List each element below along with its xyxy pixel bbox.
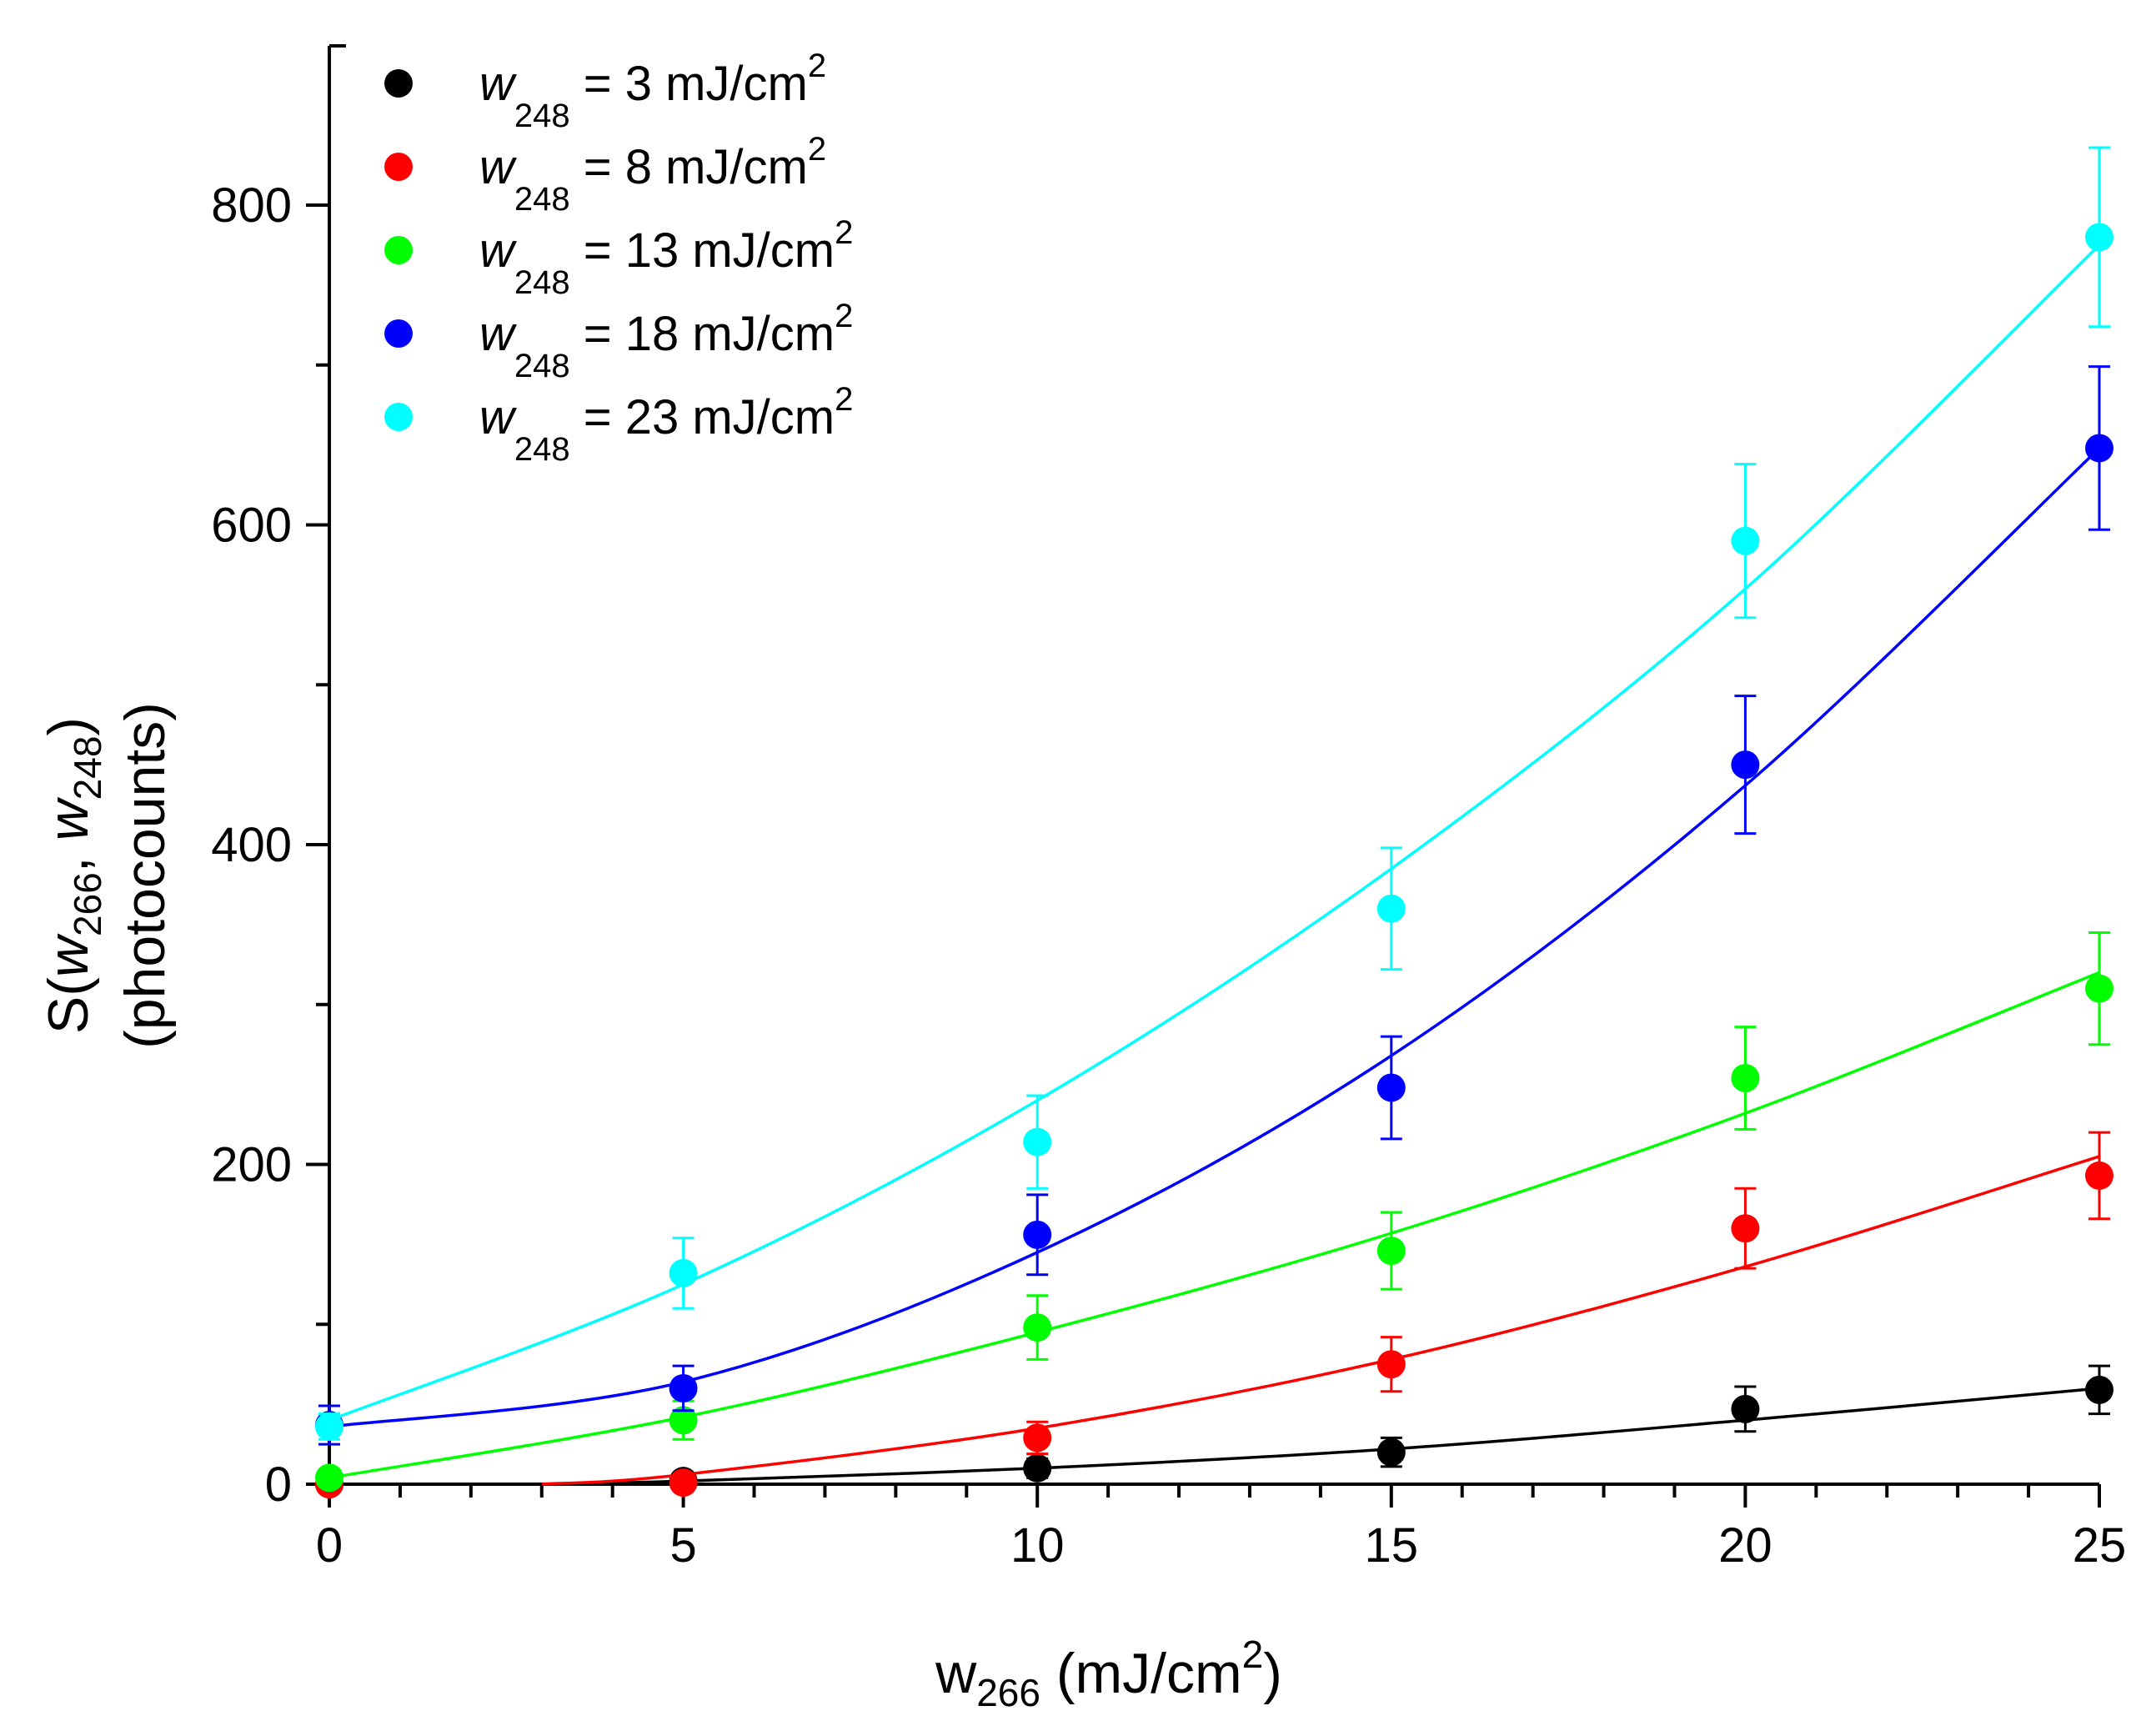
data-point [1731, 1214, 1760, 1243]
x-tick-label: 10 [1010, 1518, 1065, 1573]
x-tick-label: 15 [1365, 1518, 1419, 1573]
data-point [2085, 1161, 2113, 1190]
data-point [669, 1258, 698, 1287]
data-point [1376, 1237, 1406, 1266]
data-point [2085, 974, 2113, 1003]
fit-curve [328, 971, 2100, 1480]
data-point [1731, 1063, 1760, 1092]
data-point [1023, 1313, 1052, 1342]
y-tick-label: 600 [211, 499, 292, 553]
data-point [1023, 1453, 1052, 1483]
data-point [1023, 1423, 1052, 1453]
legend-label: w248 = 13 mJ/cm2 [479, 214, 853, 301]
y-tick-label: 800 [211, 178, 292, 233]
data-point [2085, 223, 2113, 252]
data-point [315, 1463, 343, 1493]
legend-marker [384, 236, 413, 264]
legend-marker [384, 69, 413, 98]
data-point [1376, 894, 1406, 923]
y-axis-title: S(w266, w248) (photocounts) [37, 702, 177, 1049]
x-tick-label: 0 [316, 1518, 343, 1573]
data-point [1376, 1350, 1406, 1379]
legend-label: w248 = 18 mJ/cm2 [479, 298, 853, 384]
legend-label: w248 = 8 mJ/cm2 [479, 131, 826, 218]
x-tick-label: 25 [2073, 1518, 2127, 1573]
data-point [1731, 526, 1760, 555]
series-3 [315, 931, 2113, 1493]
data-point [1376, 1073, 1406, 1102]
data-point [315, 1412, 343, 1441]
fit-curve [541, 1155, 2100, 1486]
legend-marker [384, 153, 413, 181]
y-axis-title-line2: (photocounts) [113, 702, 177, 1049]
legend-marker [384, 403, 413, 431]
data-point [1731, 750, 1760, 780]
x-axis-title: w266 (mJ/cm2) [935, 1633, 1282, 1714]
data-point [2085, 1375, 2113, 1404]
data-point [669, 1468, 698, 1498]
x-tick-label: 5 [669, 1518, 696, 1573]
data-point [669, 1406, 698, 1435]
series-4 [315, 365, 2113, 1446]
legend-marker [384, 319, 413, 348]
y-tick-label: 200 [211, 1138, 292, 1192]
series-5 [315, 146, 2113, 1441]
y-tick-label: 0 [265, 1458, 292, 1512]
data-point [2085, 434, 2113, 463]
fit-curve [328, 447, 2101, 1428]
y-tick-label: 400 [211, 818, 292, 872]
x-tick-label: 20 [1718, 1518, 1772, 1573]
y-axis-title-line1: S(w266, w248) [37, 717, 109, 1034]
fit-curve [328, 243, 2101, 1422]
legend-label: w248 = 23 mJ/cm2 [479, 381, 853, 468]
data-point [1376, 1437, 1406, 1467]
data-point [1023, 1220, 1052, 1249]
legend-label: w248 = 3 mJ/cm2 [479, 48, 826, 134]
series-2 [315, 1131, 2113, 1498]
data-point [669, 1373, 698, 1402]
data-point [1731, 1394, 1760, 1423]
data-point [1023, 1127, 1052, 1156]
